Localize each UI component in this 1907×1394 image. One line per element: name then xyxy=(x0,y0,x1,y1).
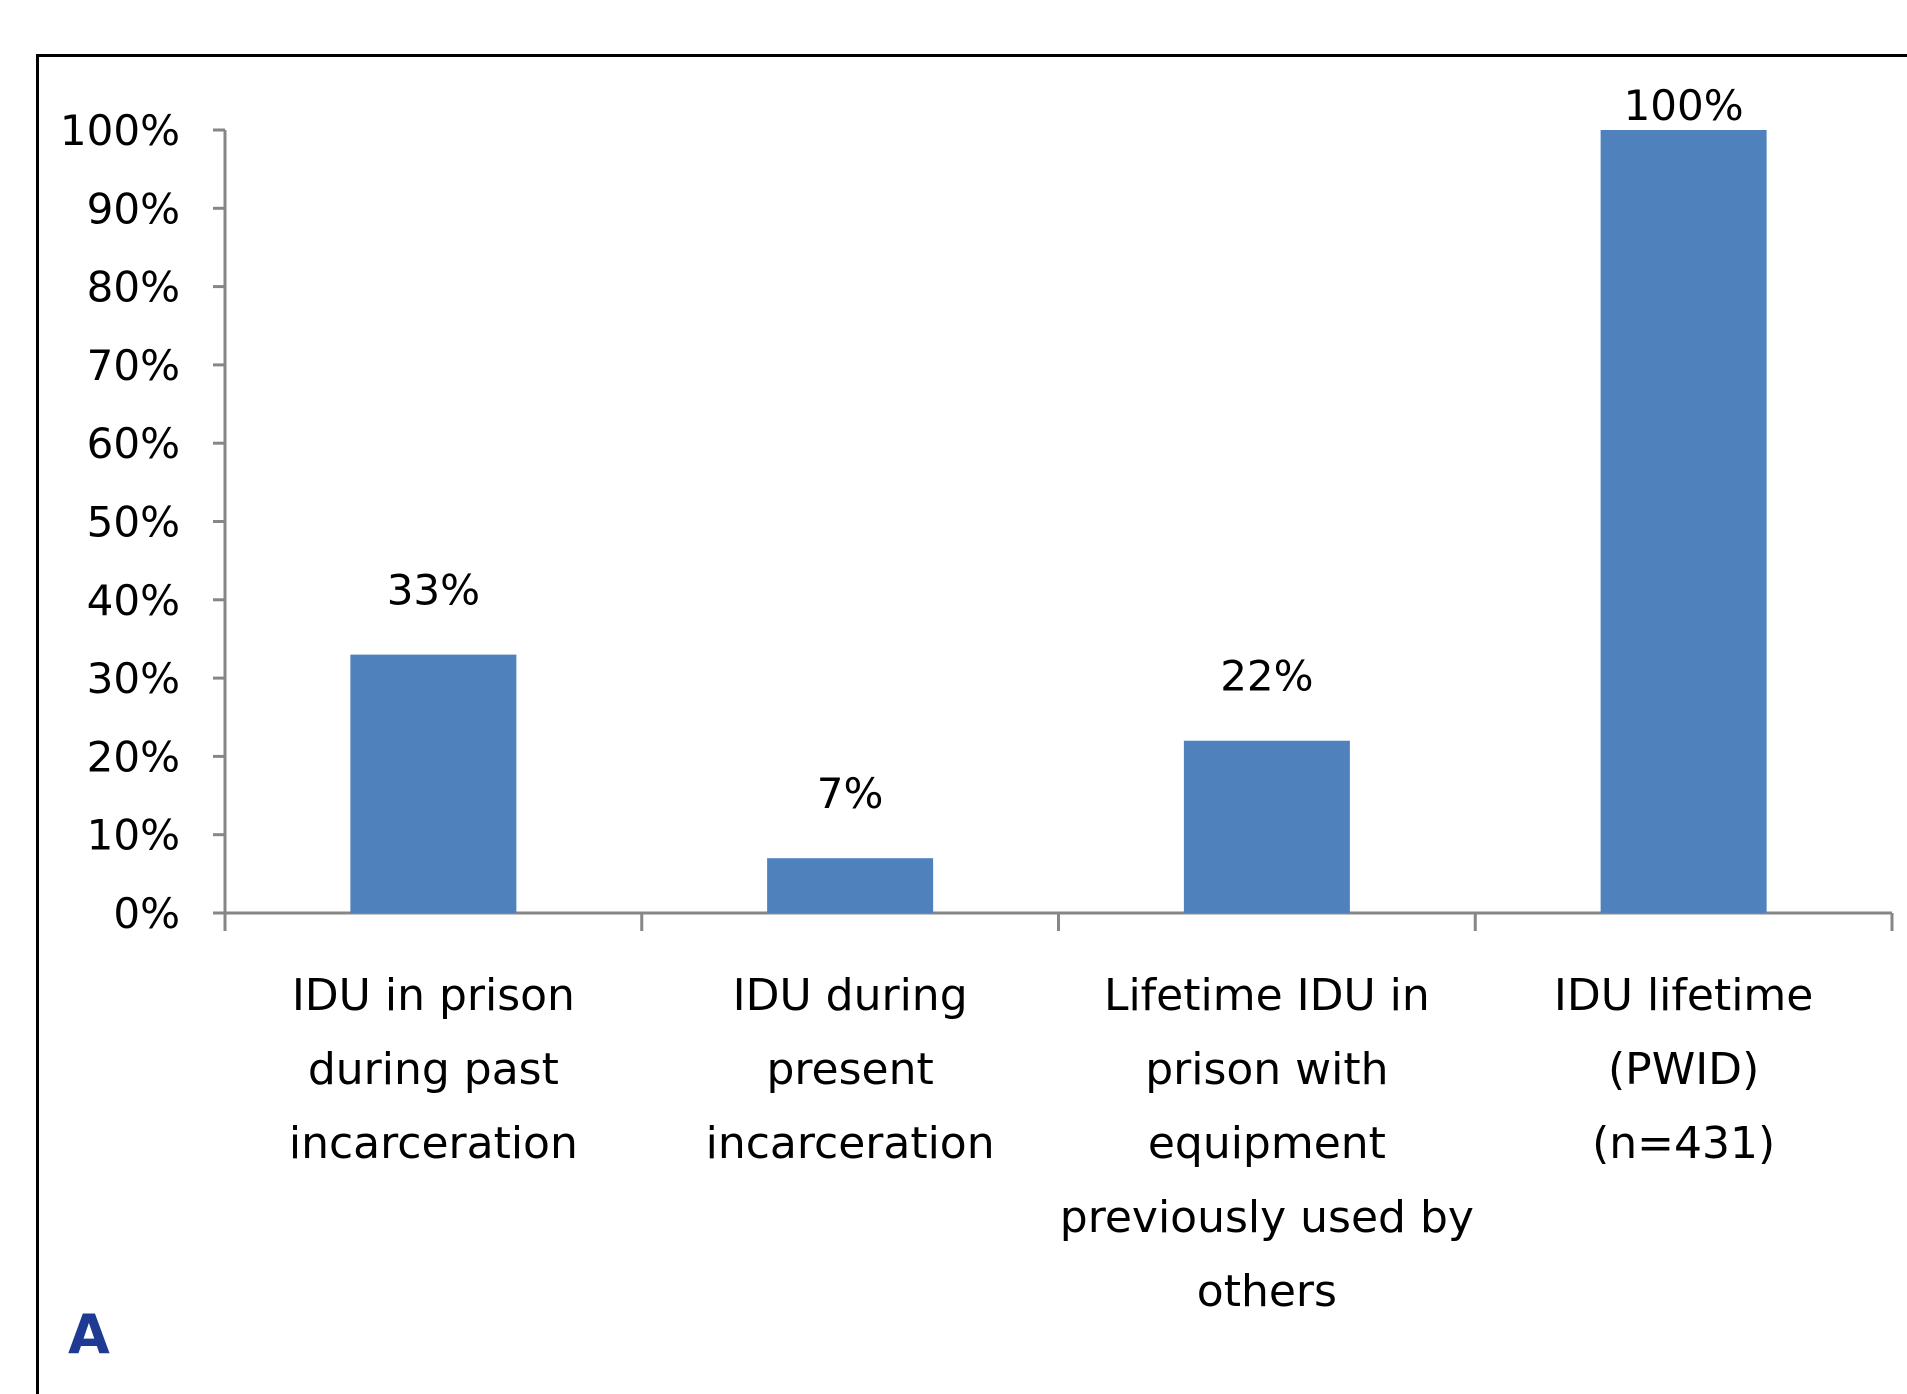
category-label-line: incarceration xyxy=(289,1118,578,1169)
data-label: 7% xyxy=(817,769,884,818)
bars xyxy=(350,130,1767,913)
category-label: Lifetime IDU in prison with equipment previ… xyxy=(1060,970,1474,1317)
category-label-line: present xyxy=(766,1044,933,1095)
y-tick-label: 90% xyxy=(87,184,180,233)
y-tick-label: 60% xyxy=(87,419,180,468)
category-label: IDU in prison during past incarceration xyxy=(289,970,578,1169)
bar xyxy=(1600,130,1767,913)
y-tick-label: 0% xyxy=(113,889,180,938)
chart-frame xyxy=(36,54,1907,1394)
category-label-line: (n=431) xyxy=(1592,1118,1775,1169)
category-label: IDU during present incarceration xyxy=(706,970,995,1169)
category-label-line: prison with xyxy=(1145,1044,1388,1095)
data-label: 100% xyxy=(1624,81,1744,130)
category-labels: IDU in prison during past incarcerationIDU… xyxy=(289,970,1813,1317)
category-label-line: others xyxy=(1197,1266,1337,1317)
x-axis xyxy=(223,911,1894,931)
y-tick-label: 100% xyxy=(60,106,180,155)
y-tick-label: 70% xyxy=(87,341,180,390)
data-label: 33% xyxy=(387,566,480,615)
y-tick-label: 20% xyxy=(87,732,180,781)
category-label-line: Lifetime IDU in xyxy=(1104,970,1430,1021)
category-label-line: IDU in prison xyxy=(292,970,575,1021)
category-label-line: (PWID) xyxy=(1608,1044,1759,1095)
y-tick-label: 50% xyxy=(87,498,180,547)
data-label: 22% xyxy=(1220,652,1313,701)
y-tick-label: 40% xyxy=(87,576,180,625)
bar xyxy=(767,858,934,913)
y-tick-label: 30% xyxy=(87,654,180,703)
bar xyxy=(1183,740,1350,913)
category-label-line: equipment xyxy=(1148,1118,1386,1169)
category-label-line: IDU during xyxy=(733,970,968,1021)
y-tick-label: 10% xyxy=(87,811,180,860)
y-axis: 0% 10% 20% 30% 40% 50% 60% 70% 80% 90% 100% xyxy=(60,106,227,938)
y-tick-label: 80% xyxy=(87,263,180,312)
category-label-line: during past xyxy=(308,1044,559,1095)
category-label-line: IDU lifetime xyxy=(1554,970,1813,1021)
bar xyxy=(350,654,517,913)
panel-label: A xyxy=(68,1303,110,1366)
category-label: IDU lifetime (PWID) (n=431) xyxy=(1554,970,1813,1169)
data-labels: 33% 7% 22% 100% xyxy=(387,81,1744,818)
category-label-line: previously used by xyxy=(1060,1192,1474,1243)
category-label-line: incarceration xyxy=(706,1118,995,1169)
